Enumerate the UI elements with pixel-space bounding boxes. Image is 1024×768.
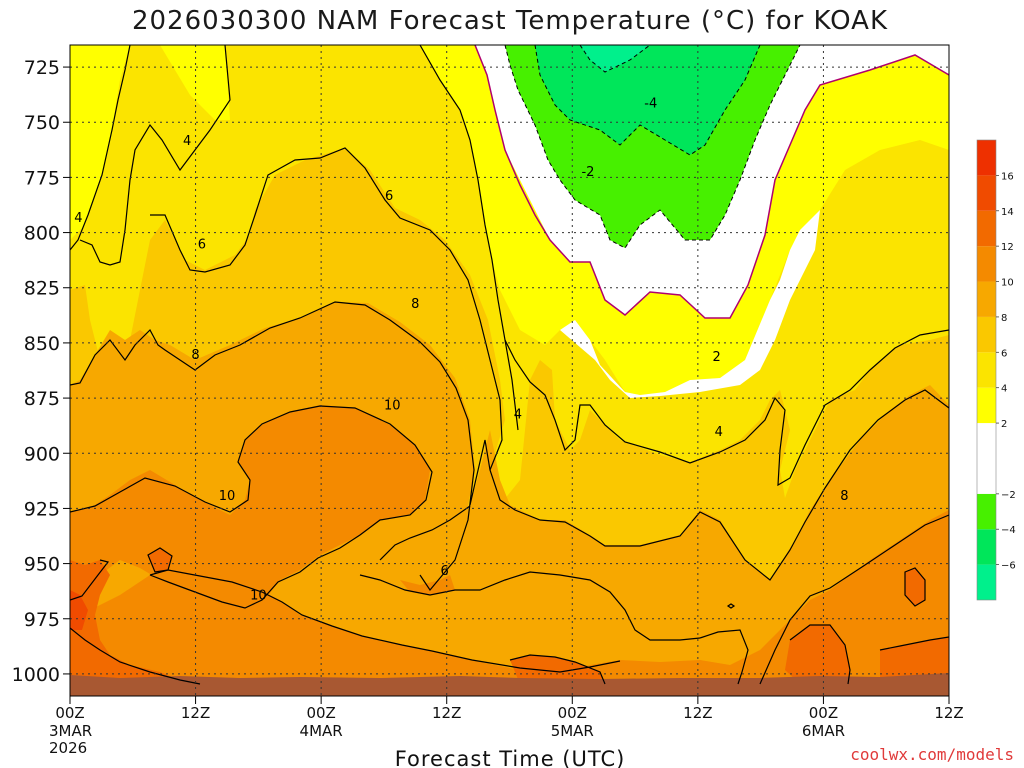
y-tick-label: 900 <box>24 443 60 465</box>
x-date-label: 5MAR <box>551 722 594 740</box>
x-year-label: 2026 <box>49 739 87 757</box>
x-tick-label: 00Z <box>809 704 838 722</box>
y-tick-label: 875 <box>24 388 60 410</box>
x-tick-label: 12Z <box>181 704 210 722</box>
contour-label: 6 <box>385 189 393 204</box>
grid-lines <box>70 45 949 696</box>
x-tick-label: 00Z <box>55 704 84 722</box>
contour-label: 4 <box>514 408 522 423</box>
y-tick-label: 725 <box>24 57 60 79</box>
shaded-temperature-field <box>70 45 949 696</box>
contour-label: 4 <box>183 134 191 149</box>
x-tick-label: 12Z <box>934 704 963 722</box>
contour-label: 10 <box>250 588 267 603</box>
colorbar-swatch <box>977 281 996 317</box>
freezing-contour-lines <box>474 45 949 319</box>
contour-label: 10 <box>219 489 236 504</box>
contour-label: 10 <box>384 399 401 414</box>
colorbar-label: −6 <box>1001 561 1016 572</box>
x-tick-label: 12Z <box>683 704 712 722</box>
x-date-label: 3MAR <box>49 722 92 740</box>
y-tick-label: 825 <box>24 278 60 300</box>
colorbar-swatch <box>977 423 996 494</box>
colorbar-swatch <box>977 493 996 530</box>
y-tick-label: 750 <box>24 112 60 134</box>
contour-label: 4 <box>715 425 723 440</box>
x-tick-label: 00Z <box>558 704 587 722</box>
y-tick-label: 950 <box>24 554 60 576</box>
contour-label: 2 <box>713 350 721 365</box>
contour-label: 6 <box>198 238 206 253</box>
colorbar-label: 16 <box>1001 171 1014 182</box>
contour-label: 8 <box>191 348 199 363</box>
y-tick-label: 850 <box>24 333 60 355</box>
y-tick-label: 975 <box>24 609 60 631</box>
colorbar-label: 2 <box>1001 419 1007 430</box>
colorbar-swatch <box>977 210 996 247</box>
colorbar-label: 14 <box>1001 207 1014 218</box>
colorbar-label: −2 <box>1001 490 1016 501</box>
colorbar-swatch <box>977 140 996 176</box>
colorbar-label: 8 <box>1001 313 1007 324</box>
colorbar-swatch <box>977 175 996 211</box>
y-tick-label: 775 <box>24 167 60 189</box>
plot-frame <box>69 44 950 697</box>
colorbar-frame <box>976 139 997 601</box>
credit-link[interactable]: coolwx.com/models <box>850 745 1014 764</box>
colorbar-label: 4 <box>1001 384 1007 395</box>
colorbar-label: −4 <box>1001 525 1016 536</box>
colorbar-swatch <box>977 387 996 424</box>
y-tick-label: 925 <box>24 498 60 520</box>
x-tick-label: 00Z <box>306 704 335 722</box>
x-axis-title: Forecast Time (UTC) <box>395 747 626 768</box>
x-tick-label: 12Z <box>432 704 461 722</box>
contour-label: 8 <box>840 489 848 504</box>
contour-label: -4 <box>644 96 657 111</box>
contour-label: 6 <box>440 564 448 579</box>
x-date-label: 4MAR <box>300 722 343 740</box>
colorbar-swatch <box>977 246 996 282</box>
contour-lines <box>70 45 949 685</box>
contour-labels: 4 4 6 6 8 8 10 10 10 6 4 -4 -2 2 4 8 <box>74 96 848 603</box>
colorbar-label: 10 <box>1001 278 1014 289</box>
colorbar-swatch <box>977 316 996 353</box>
negative-contour-lines <box>504 45 801 249</box>
colorbar-swatch <box>977 564 996 600</box>
y-tick-label: 1000 <box>12 664 60 686</box>
contour-label: 4 <box>74 211 82 226</box>
y-axis: 725 750 775 800 825 850 875 900 925 950 975 1000 <box>12 57 70 686</box>
chart-title: 2026030300 NAM Forecast Temperature (°C)… <box>132 6 888 36</box>
contour-label: -2 <box>581 165 594 180</box>
colorbar-label: 12 <box>1001 242 1014 253</box>
colorbar-swatch <box>977 352 996 388</box>
contour-label: 8 <box>411 297 419 312</box>
colorbar-label: 6 <box>1001 348 1007 359</box>
x-date-label: 6MAR <box>802 722 845 740</box>
colorbar-swatch <box>977 529 996 565</box>
colorbar: 16 14 12 10 8 6 4 2 −2 −4 −6 <box>976 139 1016 601</box>
y-tick-label: 800 <box>24 223 60 245</box>
